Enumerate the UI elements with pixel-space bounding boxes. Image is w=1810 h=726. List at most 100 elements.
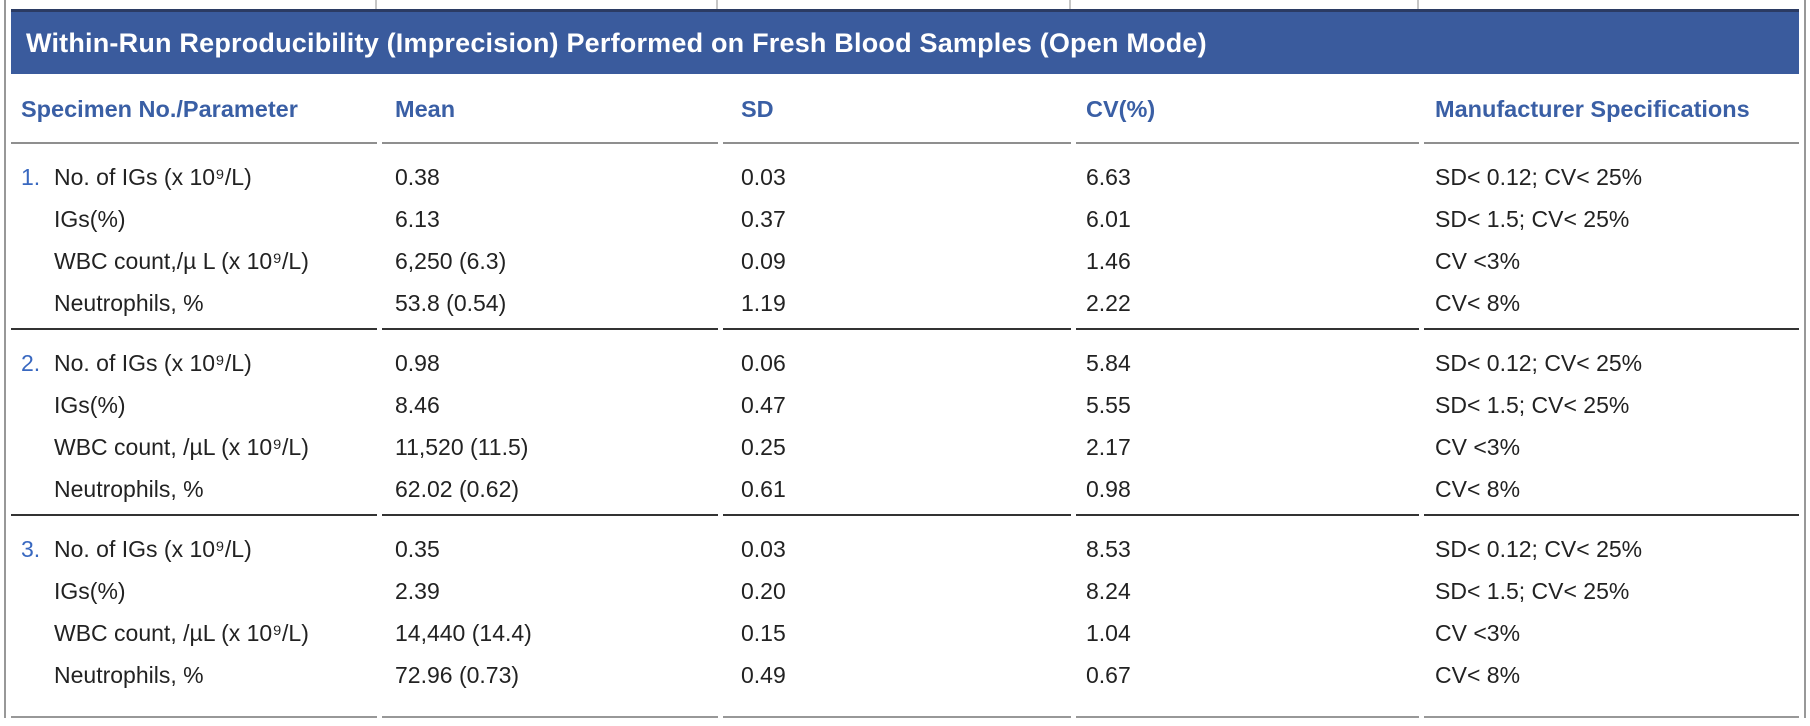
cell-manufacturer-spec: CV <3% (1435, 248, 1521, 274)
column-tick (1424, 0, 1799, 9)
col-header-cv: CV(%) (1076, 74, 1419, 144)
cell-parameter: Neutrophils, % (11, 468, 377, 516)
col-header-mean: Mean (382, 74, 718, 144)
cell-mean: 14,440 (14.4) (395, 620, 532, 646)
cell-manufacturer-spec: CV< 8% (1424, 468, 1799, 516)
cell-manufacturer-spec: CV <3% (1435, 620, 1521, 646)
cell-parameter: 3. No. of IGs (x 10⁹/L) (11, 516, 377, 570)
cell-cv: 0.98 (1076, 468, 1419, 516)
cell-mean: 6,250 (6.3) (395, 248, 507, 274)
table-row: IGs(%) 8.46 0.47 5.55 SD< 1.5; CV< 25% (11, 384, 1799, 426)
specimen-number: 3. (21, 536, 41, 562)
table-row: 3. No. of IGs (x 10⁹/L) 0.35 0.03 8.53 SD… (11, 516, 1799, 570)
col-header-manufacturer-specifications: Manufacturer Specifications (1424, 74, 1799, 144)
table-row: WBC count,/µ L (x 10⁹/L) 6,250 (6.3) 0.0… (11, 240, 1799, 282)
top-spacer-row (11, 0, 1799, 9)
parameter-label: WBC count,/µ L (x 10⁹/L) (54, 248, 309, 274)
parameter-label: No. of IGs (x 10⁹/L) (54, 350, 252, 376)
cell-mean: 72.96 (0.73) (382, 654, 718, 718)
cell-cv: 8.24 (1086, 578, 1131, 604)
title-row: Within-Run Reproducibility (Imprecision)… (11, 9, 1799, 74)
cell-manufacturer-spec: CV <3% (1435, 434, 1521, 460)
cell-mean: 62.02 (0.62) (382, 468, 718, 516)
cell-cv: 1.04 (1086, 620, 1131, 646)
cell-cv: 1.46 (1086, 248, 1131, 274)
cell-mean: 8.46 (395, 392, 440, 418)
parameter-label: No. of IGs (x 10⁹/L) (54, 536, 252, 562)
cell-mean: 53.8 (0.54) (382, 282, 718, 330)
column-tick (723, 0, 1071, 9)
table-row: IGs(%) 2.39 0.20 8.24 SD< 1.5; CV< 25% (11, 570, 1799, 612)
cell-cv: 6.01 (1086, 206, 1131, 232)
cell-mean: 11,520 (11.5) (395, 434, 529, 460)
specimen-number: 2. (21, 350, 41, 376)
cell-parameter: WBC count,/µ L (x 10⁹/L) (11, 240, 377, 282)
cell-parameter: IGs(%) (11, 570, 377, 612)
column-tick (1076, 0, 1419, 9)
cell-parameter: IGs(%) (11, 198, 377, 240)
reproducibility-table-frame: Within-Run Reproducibility (Imprecision)… (4, 0, 1806, 718)
cell-manufacturer-spec: CV< 8% (1424, 654, 1799, 718)
cell-cv: 2.22 (1076, 282, 1419, 330)
column-tick (382, 0, 718, 9)
table-row: IGs(%) 6.13 0.37 6.01 SD< 1.5; CV< 25% (11, 198, 1799, 240)
parameter-label: WBC count, /µL (x 10⁹/L) (54, 434, 309, 460)
cell-sd: 0.15 (741, 620, 786, 646)
cell-mean: 2.39 (395, 578, 440, 604)
cell-cv: 8.53 (1086, 536, 1131, 562)
cell-manufacturer-spec: SD< 0.12; CV< 25% (1435, 536, 1643, 562)
parameter-label: IGs(%) (54, 206, 126, 232)
cell-cv: 6.63 (1086, 164, 1131, 190)
cell-cv: 5.55 (1086, 392, 1131, 418)
column-header-row: Specimen No./Parameter Mean SD CV(%) Man… (11, 74, 1799, 144)
cell-manufacturer-spec: SD< 0.12; CV< 25% (1435, 164, 1643, 190)
cell-manufacturer-spec: SD< 1.5; CV< 25% (1435, 206, 1630, 232)
reproducibility-table: Within-Run Reproducibility (Imprecision)… (6, 0, 1804, 718)
cell-cv: 5.84 (1086, 350, 1131, 376)
cell-manufacturer-spec: SD< 1.5; CV< 25% (1435, 578, 1630, 604)
cell-mean: 0.98 (395, 350, 440, 376)
cell-cv: 2.17 (1086, 434, 1131, 460)
cell-sd: 0.25 (741, 434, 786, 460)
table-row: WBC count, /µL (x 10⁹/L) 11,520 (11.5) 0… (11, 426, 1799, 468)
cell-parameter: IGs(%) (11, 384, 377, 426)
cell-manufacturer-spec: SD< 0.12; CV< 25% (1435, 350, 1643, 376)
cell-parameter: 1. No. of IGs (x 10⁹/L) (11, 144, 377, 198)
cell-sd: 0.03 (741, 164, 786, 190)
parameter-label: Neutrophils, % (54, 290, 204, 316)
cell-sd: 0.37 (741, 206, 786, 232)
table-row: WBC count, /µL (x 10⁹/L) 14,440 (14.4) 0… (11, 612, 1799, 654)
cell-sd: 0.61 (723, 468, 1071, 516)
cell-sd: 0.09 (741, 248, 786, 274)
cell-sd: 0.49 (723, 654, 1071, 718)
table-row: 2. No. of IGs (x 10⁹/L) 0.98 0.06 5.84 SD… (11, 330, 1799, 384)
parameter-label: Neutrophils, % (54, 662, 204, 688)
cell-sd: 1.19 (723, 282, 1071, 330)
cell-parameter: WBC count, /µL (x 10⁹/L) (11, 426, 377, 468)
cell-mean: 6.13 (395, 206, 440, 232)
specimen-number: 1. (21, 164, 41, 190)
cell-sd: 0.03 (741, 536, 786, 562)
col-header-specimen-parameter: Specimen No./Parameter (11, 74, 377, 144)
col-header-sd: SD (723, 74, 1071, 144)
cell-manufacturer-spec: SD< 1.5; CV< 25% (1435, 392, 1630, 418)
table-row: Neutrophils, % 62.02 (0.62) 0.61 0.98 CV… (11, 468, 1799, 516)
cell-mean: 0.38 (395, 164, 440, 190)
parameter-label: No. of IGs (x 10⁹/L) (54, 164, 252, 190)
cell-sd: 0.47 (741, 392, 786, 418)
cell-parameter: Neutrophils, % (11, 282, 377, 330)
cell-sd: 0.20 (741, 578, 786, 604)
table-row: Neutrophils, % 72.96 (0.73) 0.49 0.67 CV… (11, 654, 1799, 718)
table-row: Neutrophils, % 53.8 (0.54) 1.19 2.22 CV<… (11, 282, 1799, 330)
table-title: Within-Run Reproducibility (Imprecision)… (11, 9, 1799, 74)
cell-sd: 0.06 (741, 350, 786, 376)
table-row: 1. No. of IGs (x 10⁹/L) 0.38 0.03 6.63 SD… (11, 144, 1799, 198)
cell-mean: 0.35 (395, 536, 440, 562)
parameter-label: IGs(%) (54, 578, 126, 604)
cell-parameter: WBC count, /µL (x 10⁹/L) (11, 612, 377, 654)
cell-cv: 0.67 (1076, 654, 1419, 718)
cell-manufacturer-spec: CV< 8% (1424, 282, 1799, 330)
cell-parameter: Neutrophils, % (11, 654, 377, 718)
parameter-label: WBC count, /µL (x 10⁹/L) (54, 620, 309, 646)
cell-parameter: 2. No. of IGs (x 10⁹/L) (11, 330, 377, 384)
